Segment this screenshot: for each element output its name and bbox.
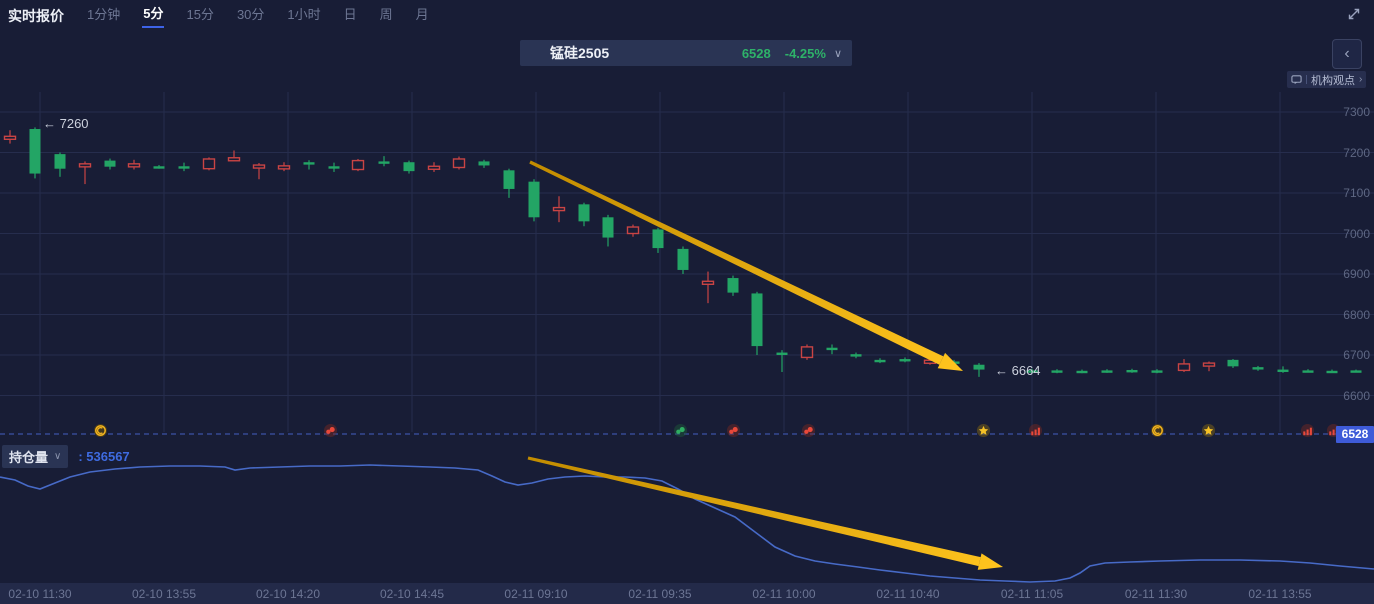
dots-red-icon[interactable] [801,423,816,438]
chevron-left-icon: ‹ [1344,45,1350,62]
tab-日[interactable]: 日 [343,7,357,22]
indicator-selector[interactable]: 持仓量 ∨ [2,445,69,468]
institution-viewpoint-button[interactable]: 机构观点 › [1287,71,1367,88]
fullscreen-icon[interactable] [1346,6,1362,22]
coin-icon[interactable] [1150,423,1165,438]
x-tick-label: 02-11 11:05 [1000,587,1064,601]
star-icon[interactable] [1201,423,1216,438]
current-price-badge: 6528 [1336,426,1374,443]
price-mark-6664: ← 6664 [995,363,1041,378]
star-icon[interactable] [976,423,991,438]
indicator-row: 持仓量 ∨ : 536567 [2,445,130,468]
x-tick-label: 02-11 10:00 [752,587,816,601]
page-title: 实时报价 [8,8,64,24]
chevron-down-icon: ∨ [54,451,62,462]
chevron-right-icon: › [1359,74,1363,85]
x-tick-label: 02-10 14:45 [379,587,445,601]
tab-30分[interactable]: 30分 [236,7,265,22]
interval-tabs: 1分钟 5分 15分 30分 1小时 日 周 月 [86,0,430,28]
tab-5分[interactable]: 5分 [142,0,165,28]
tab-月[interactable]: 月 [415,7,429,22]
chevron-down-icon: ∨ [833,47,842,60]
x-tick-label: 02-10 14:20 [255,587,321,601]
tab-1分钟[interactable]: 1分钟 [87,7,121,22]
top-toolbar: 实时报价 1分钟 5分 15分 30分 1小时 日 周 月 [0,0,1374,28]
tab-15分[interactable]: 15分 [186,7,214,22]
dots-red-icon[interactable] [323,423,338,438]
y-tick-label: 7100 [1343,186,1370,200]
tab-1小时[interactable]: 1小时 [287,7,321,22]
dots-green-icon[interactable] [673,423,688,438]
x-tick-label: 02-11 13:55 [1248,587,1312,601]
x-tick-label: 02-10 11:30 [8,587,72,601]
coin-icon[interactable] [93,423,108,438]
x-tick-label: 02-11 09:10 [504,587,568,601]
y-tick-label: 6700 [1343,348,1370,362]
divider [1306,75,1307,84]
viewpoint-icon [1291,75,1302,85]
price-mark-7260: ← 7260 [43,116,89,131]
y-tick-label: 6900 [1343,267,1370,281]
x-tick-label: 02-11 10:40 [876,587,940,601]
indicator-value: : 536567 [78,449,130,464]
x-tick-label: 02-11 11:30 [1124,587,1188,601]
viewpoint-label: 机构观点 [1311,74,1355,87]
tab-周[interactable]: 周 [379,7,393,22]
bars-red-icon[interactable] [1300,423,1315,438]
x-axis: 02-10 11:30 02-10 13:55 02-10 14:20 02-10 1… [0,583,1374,604]
x-tick-label: 02-10 13:55 [131,587,197,601]
collapse-panel-button[interactable]: ‹ [1332,39,1362,69]
y-tick-label: 7300 [1343,105,1370,119]
bars-red-icon[interactable] [1028,423,1043,438]
y-tick-label: 6600 [1343,388,1370,403]
symbol-change: -4.25% [784,45,826,61]
y-tick-label: 7200 [1343,145,1370,160]
x-tick-label: 02-11 09:35 [628,587,692,601]
y-tick-label: 6800 [1343,307,1370,322]
symbol-name: 锰硅2505 [550,45,610,61]
symbol-price: 6528 [741,45,771,61]
y-tick-label: 7000 [1343,226,1370,241]
symbol-selector[interactable]: 锰硅2505 6528 -4.25% ∨ [520,40,852,66]
dots-red-icon[interactable] [726,423,741,438]
indicator-name: 持仓量 [9,450,49,465]
